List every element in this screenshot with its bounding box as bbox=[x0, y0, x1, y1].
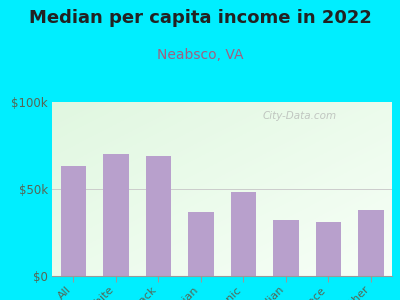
Text: Median per capita income in 2022: Median per capita income in 2022 bbox=[28, 9, 372, 27]
Bar bbox=[358, 210, 384, 276]
Bar bbox=[273, 220, 298, 276]
Bar bbox=[103, 154, 128, 276]
Bar bbox=[188, 212, 214, 276]
Text: Neabsco, VA: Neabsco, VA bbox=[157, 48, 243, 62]
Bar bbox=[230, 193, 256, 276]
Bar bbox=[316, 222, 341, 276]
Bar bbox=[60, 167, 86, 276]
Text: City-Data.com: City-Data.com bbox=[263, 111, 337, 121]
Bar bbox=[146, 156, 171, 276]
